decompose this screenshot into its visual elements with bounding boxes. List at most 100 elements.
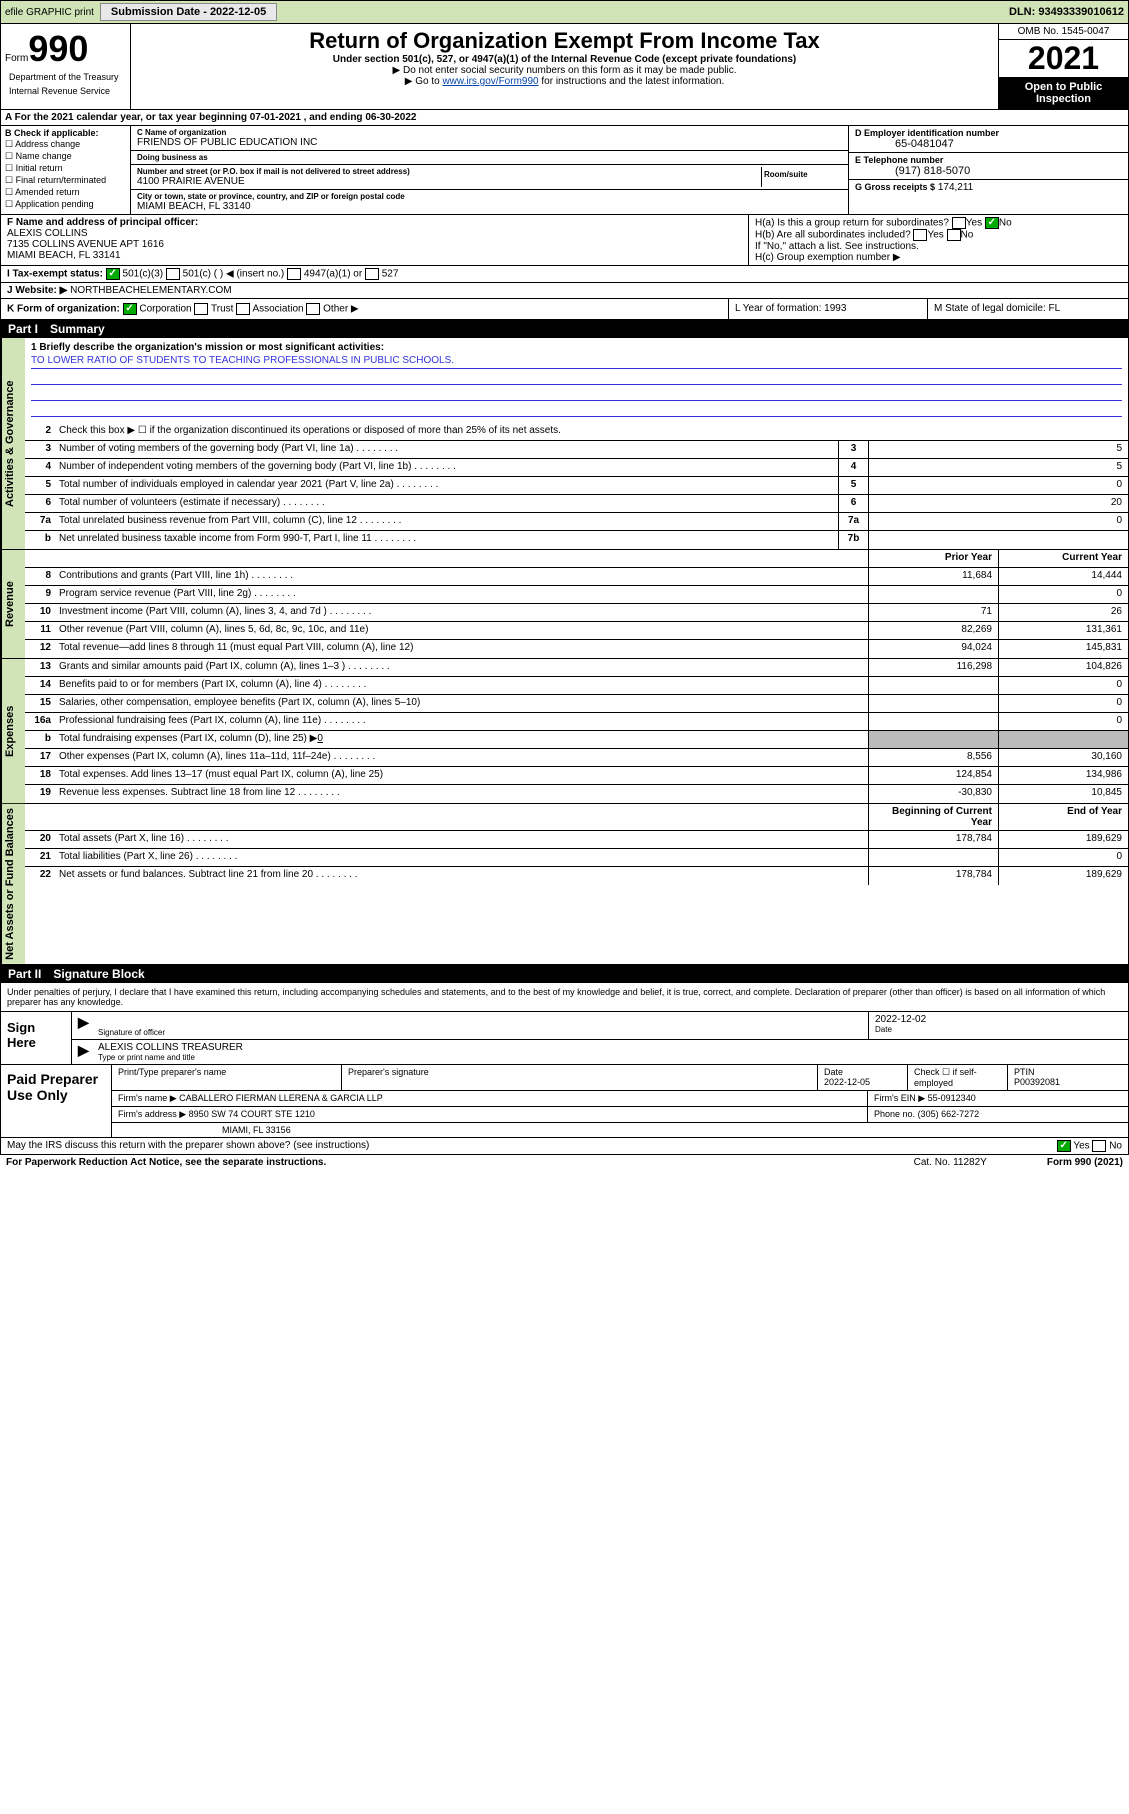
line21: Total liabilities (Part X, line 26) — [55, 849, 868, 866]
website-label: J Website: ▶ — [7, 285, 67, 296]
cb-name-change[interactable]: ☐ Name change — [5, 151, 126, 162]
discuss-yes[interactable]: ✓ — [1057, 1140, 1071, 1152]
c8: 14,444 — [998, 568, 1128, 585]
p9 — [868, 586, 998, 603]
ptin-label: PTIN — [1014, 1067, 1122, 1077]
c14: 0 — [998, 677, 1128, 694]
tab-activities: Activities & Governance — [1, 338, 25, 549]
line12: Total revenue—add lines 8 through 11 (mu… — [55, 640, 868, 658]
status-label: I Tax-exempt status: — [7, 269, 103, 280]
paid-preparer-block: Paid Preparer Use Only Print/Type prepar… — [0, 1065, 1129, 1138]
firm-name: CABALLERO FIERMAN LLERENA & GARCIA LLP — [179, 1093, 383, 1103]
cb-amended[interactable]: ☐ Amended return — [5, 187, 126, 198]
p21 — [868, 849, 998, 866]
row-k: K Form of organization: ✓ Corporation Tr… — [0, 299, 1129, 320]
discuss-row: May the IRS discuss this return with the… — [0, 1138, 1129, 1155]
p12: 94,024 — [868, 640, 998, 658]
firm-addr: 8950 SW 74 COURT STE 1210 — [189, 1109, 315, 1119]
ein-value: 65-0481047 — [855, 138, 1122, 150]
c22: 189,629 — [998, 867, 1128, 885]
col-c: C Name of organization FRIENDS OF PUBLIC… — [131, 126, 848, 214]
prep-date: 2022-12-05 — [824, 1077, 901, 1087]
part1-header: Part I Summary — [0, 320, 1129, 338]
phone-value: (917) 818-5070 — [855, 165, 1122, 177]
cb-501c[interactable] — [166, 268, 180, 280]
p16b-shade — [868, 731, 998, 748]
p10: 71 — [868, 604, 998, 621]
row-j-website: J Website: ▶ NORTHBEACHELEMENTARY.COM — [0, 283, 1129, 299]
row-i-status: I Tax-exempt status: ✓ 501(c)(3) 501(c) … — [0, 266, 1129, 283]
officer-name: ALEXIS COLLINS — [7, 228, 742, 239]
tab-netassets: Net Assets or Fund Balances — [1, 804, 25, 964]
cb-trust[interactable] — [194, 303, 208, 315]
c18: 134,986 — [998, 767, 1128, 784]
cb-final-return[interactable]: ☐ Final return/terminated — [5, 175, 126, 186]
section-fh: F Name and address of principal officer:… — [0, 215, 1129, 266]
street-label: Number and street (or P.O. box if mail i… — [137, 167, 761, 176]
cb-501c3[interactable]: ✓ — [106, 268, 120, 280]
cb-527[interactable] — [365, 268, 379, 280]
cb-assoc[interactable] — [236, 303, 250, 315]
pra-notice: For Paperwork Reduction Act Notice, see … — [6, 1157, 326, 1168]
line5: Total number of individuals employed in … — [55, 477, 838, 494]
line11: Other revenue (Part VIII, column (A), li… — [55, 622, 868, 639]
tax-year: 2021 — [999, 40, 1128, 77]
val5: 0 — [868, 477, 1128, 494]
c16b-shade — [998, 731, 1128, 748]
p18: 124,854 — [868, 767, 998, 784]
ein-label: D Employer identification number — [855, 128, 1122, 138]
hdr-end: End of Year — [998, 804, 1128, 830]
ha-no[interactable]: ✓ — [985, 217, 999, 229]
cb-initial-return[interactable]: ☐ Initial return — [5, 163, 126, 174]
ha-yes[interactable] — [952, 217, 966, 229]
block-expenses: Expenses 13Grants and similar amounts pa… — [0, 659, 1129, 804]
hb-no[interactable] — [947, 229, 961, 241]
line17: Other expenses (Part IX, column (A), lin… — [55, 749, 868, 766]
dln-label: DLN: 93493339010612 — [1009, 6, 1124, 18]
omb-number: OMB No. 1545-0047 — [999, 24, 1128, 40]
state-domicile: M State of legal domicile: FL — [928, 299, 1128, 319]
c16a: 0 — [998, 713, 1128, 730]
p11: 82,269 — [868, 622, 998, 639]
p8: 11,684 — [868, 568, 998, 585]
line6: Total number of volunteers (estimate if … — [55, 495, 838, 512]
gross-label: G Gross receipts $ — [855, 182, 935, 192]
discuss-no[interactable] — [1092, 1140, 1106, 1152]
goto-pre: ▶ Go to — [405, 76, 443, 87]
mission-text: TO LOWER RATIO OF STUDENTS TO TEACHING P… — [31, 355, 1122, 369]
p17: 8,556 — [868, 749, 998, 766]
hb-yes[interactable] — [913, 229, 927, 241]
irs-label: Internal Revenue Service — [5, 84, 126, 98]
cb-other[interactable] — [306, 303, 320, 315]
paid-preparer-label: Paid Preparer Use Only — [1, 1065, 111, 1137]
form-header: Form990 Department of the Treasury Inter… — [0, 24, 1129, 110]
sign-here-label: Sign Here — [1, 1012, 71, 1064]
footer: For Paperwork Reduction Act Notice, see … — [0, 1155, 1129, 1170]
line16a: Professional fundraising fees (Part IX, … — [55, 713, 868, 730]
cb-corp[interactable]: ✓ — [123, 303, 137, 315]
firm-ein-label: Firm's EIN ▶ — [874, 1093, 925, 1103]
city-label: City or town, state or province, country… — [137, 192, 842, 201]
firm-addr2: MIAMI, FL 33156 — [112, 1123, 1128, 1137]
p15 — [868, 695, 998, 712]
officer-label: F Name and address of principal officer: — [7, 217, 742, 228]
col-d: D Employer identification number 65-0481… — [848, 126, 1128, 214]
val6: 20 — [868, 495, 1128, 512]
mission-label: 1 Briefly describe the organization's mi… — [31, 342, 1122, 353]
line4: Number of independent voting members of … — [55, 459, 838, 476]
cb-4947[interactable] — [287, 268, 301, 280]
block-activities: Activities & Governance 1 Briefly descri… — [0, 338, 1129, 550]
line3: Number of voting members of the governin… — [55, 441, 838, 458]
submission-date-button[interactable]: Submission Date - 2022-12-05 — [100, 3, 277, 21]
irs-link[interactable]: www.irs.gov/Form990 — [442, 76, 538, 87]
part1-title: Summary — [50, 322, 105, 336]
street-value: 4100 PRAIRIE AVENUE — [137, 176, 761, 187]
line18: Total expenses. Add lines 13–17 (must eq… — [55, 767, 868, 784]
line2: Check this box ▶ ☐ if the organization d… — [55, 423, 1128, 440]
cb-app-pending[interactable]: ☐ Application pending — [5, 199, 126, 210]
prep-selfemp[interactable]: Check ☐ if self-employed — [914, 1067, 1001, 1088]
cb-address-change[interactable]: ☐ Address change — [5, 139, 126, 150]
phone-label: E Telephone number — [855, 155, 1122, 165]
line9: Program service revenue (Part VIII, line… — [55, 586, 868, 603]
website-value: NORTHBEACHELEMENTARY.COM — [70, 285, 232, 296]
